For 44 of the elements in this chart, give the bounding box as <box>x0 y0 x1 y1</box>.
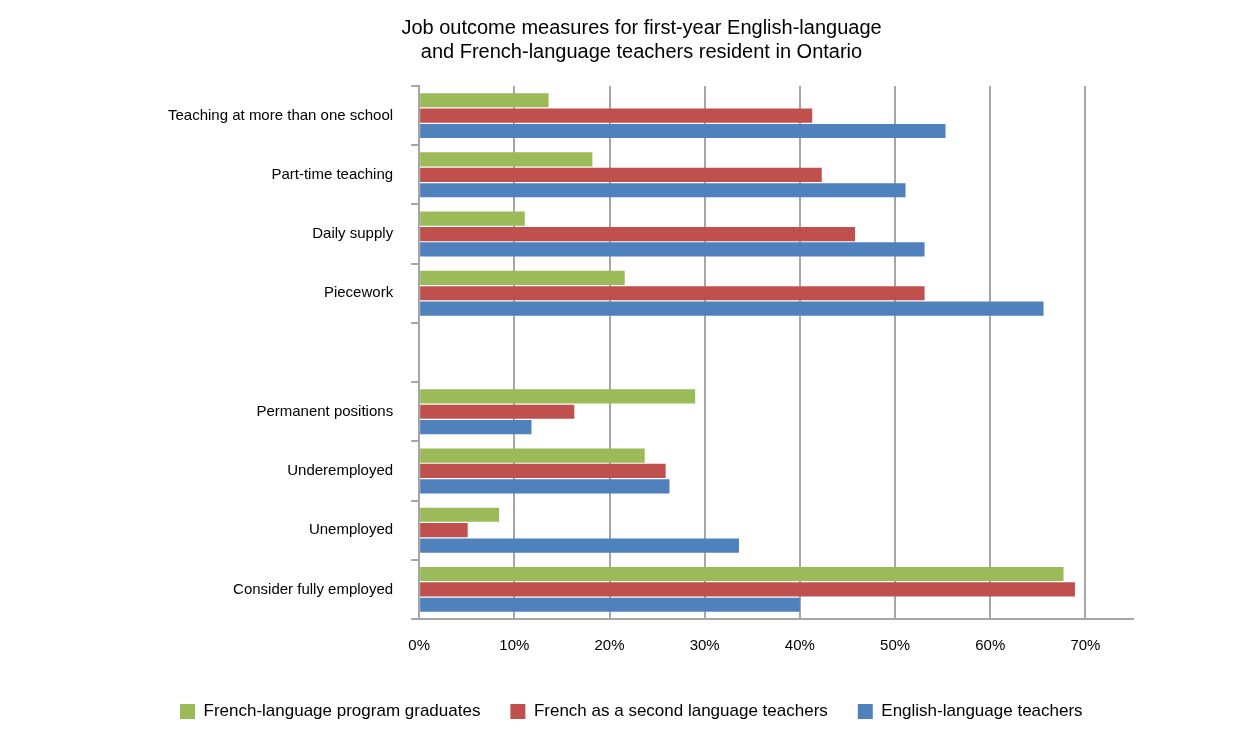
y-tick-label: Daily supply <box>312 224 394 242</box>
legend-label: French-language program graduates <box>203 701 481 721</box>
y-tick-label: Unemployed <box>308 520 394 538</box>
bar <box>420 152 593 167</box>
bar <box>420 448 645 463</box>
bar <box>420 404 575 419</box>
bar <box>420 538 739 553</box>
chart-title: Job outcome measures for first-year English-language and French-language teachers resident in Ontario <box>401 15 882 62</box>
legend-label: French as a second language teachers <box>533 701 828 721</box>
bar <box>420 211 525 226</box>
bar <box>420 183 906 198</box>
y-tick-label: Teaching at more than one school <box>167 105 394 123</box>
y-tick-label: Piecework <box>323 283 394 301</box>
bar <box>420 582 1075 597</box>
legend-label: English-language teachers <box>881 701 1083 721</box>
x-tick-label: 70% <box>1070 636 1101 654</box>
y-tick-label: Permanent positions <box>256 401 394 419</box>
x-tick-label: 40% <box>784 636 815 654</box>
bar <box>420 523 468 538</box>
bar <box>420 226 856 242</box>
x-tick-label: 50% <box>880 636 911 654</box>
bar <box>420 507 500 522</box>
bar <box>420 301 1044 316</box>
y-tick-label: Part-time teaching <box>271 164 394 182</box>
bar <box>420 167 822 182</box>
bar <box>420 566 1064 582</box>
bar <box>420 463 666 479</box>
x-tick-label: 60% <box>975 636 1006 654</box>
bar <box>420 420 532 435</box>
bar <box>420 270 625 285</box>
x-tick-label: 30% <box>689 636 720 654</box>
bar <box>420 286 925 301</box>
bar <box>420 389 696 404</box>
bar <box>420 479 670 494</box>
bar <box>420 242 925 257</box>
bar <box>420 93 549 108</box>
bar <box>420 108 813 123</box>
y-tick-label: Underemployed <box>287 461 394 479</box>
bar <box>420 597 800 612</box>
bar <box>420 123 946 139</box>
x-tick-label: 20% <box>594 636 625 654</box>
x-tick-label: 0% <box>408 636 430 654</box>
y-tick-label: Consider fully employed <box>233 579 394 597</box>
x-tick-label: 10% <box>499 636 530 654</box>
